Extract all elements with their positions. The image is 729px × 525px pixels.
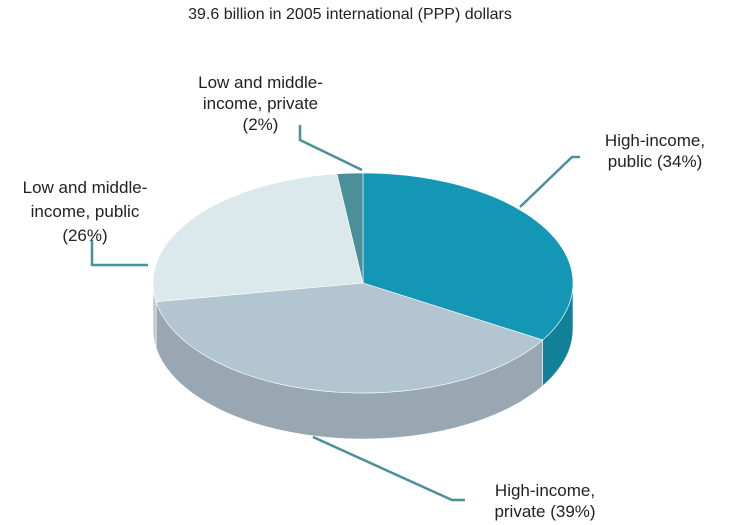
slice bbox=[155, 282, 544, 394]
slice-label: Low and middle-income, private (2%) bbox=[188, 72, 333, 135]
value-label: (26%) bbox=[62, 226, 108, 245]
slice-label: High-income, public (34%) bbox=[585, 130, 725, 172]
category-label: Low and middle-income, private bbox=[198, 73, 323, 113]
value-label: (39%) bbox=[550, 502, 596, 521]
leader-line bbox=[90, 240, 148, 267]
slice bbox=[336, 172, 364, 284]
slice-label: Low and middle-income, public (26%) bbox=[10, 176, 160, 248]
leader-line bbox=[298, 125, 363, 172]
leader-line bbox=[312, 435, 465, 502]
leader-line bbox=[519, 155, 580, 208]
slice bbox=[152, 173, 364, 303]
chart-title: 39.6 billion in 2005 international (PPP)… bbox=[188, 6, 512, 23]
slice-label: High-income, private (39%) bbox=[470, 480, 620, 522]
value-label: (2%) bbox=[242, 115, 279, 134]
value-label: (34%) bbox=[656, 152, 703, 171]
category-label: High-income, private bbox=[494, 481, 596, 521]
category-label: Low and middle-income, public bbox=[22, 178, 148, 221]
category-label: High-income, public bbox=[604, 131, 706, 171]
slice bbox=[362, 172, 574, 341]
